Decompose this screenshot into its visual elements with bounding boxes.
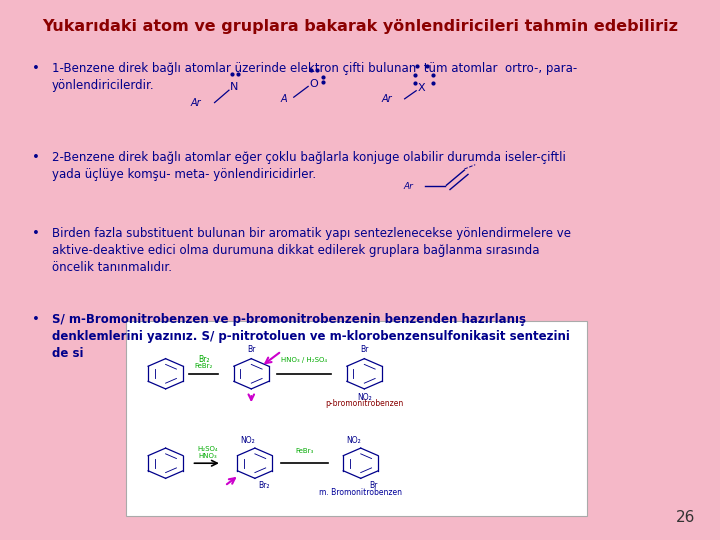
Text: Br: Br (369, 481, 378, 490)
Text: Ar: Ar (382, 94, 392, 104)
Text: O: O (310, 79, 318, 89)
Text: •: • (32, 151, 40, 164)
Text: 26: 26 (675, 510, 695, 525)
Bar (126, 321, 587, 516)
Text: •: • (32, 227, 40, 240)
Text: 2-Benzene direk bağlı atomlar eğer çoklu bağlarla konjuge olabilir durumda isele: 2-Benzene direk bağlı atomlar eğer çoklu… (52, 151, 566, 181)
Text: Br: Br (360, 346, 369, 354)
Text: A: A (281, 94, 287, 104)
Text: Birden fazla substituent bulunan bir aromatik yapı sentezlenecekse yönlendirmele: Birden fazla substituent bulunan bir aro… (52, 227, 571, 274)
Text: FeBr₃: FeBr₃ (295, 449, 313, 455)
Text: Ar: Ar (403, 182, 413, 191)
Text: S/ m-Bromonitrobenzen ve p-bromonitrobenzenin benzenden hazırlanış
denklemlerini: S/ m-Bromonitrobenzen ve p-bromonitroben… (52, 313, 570, 360)
Text: 1-Benzene direk bağlı atomlar üzerinde elektron çifti bulunan  tüm atomlar  ortr: 1-Benzene direk bağlı atomlar üzerinde e… (52, 62, 577, 92)
Text: p-bromonitrobenzen: p-bromonitrobenzen (325, 399, 403, 408)
Text: H₂SO₄: H₂SO₄ (197, 447, 217, 453)
Text: NO₂: NO₂ (357, 393, 372, 402)
Text: X: X (418, 83, 426, 93)
Text: NO₂: NO₂ (240, 436, 255, 446)
Text: •: • (32, 313, 40, 326)
Text: HNO₃: HNO₃ (198, 453, 217, 459)
Text: FeBr₂: FeBr₂ (194, 363, 213, 369)
Text: Br₂: Br₂ (258, 481, 269, 490)
Text: Yukarıdaki atom ve gruplara bakarak yönlendiricileri tahmin edebiliriz: Yukarıdaki atom ve gruplara bakarak yönl… (42, 19, 678, 34)
Text: Br₂: Br₂ (198, 355, 210, 364)
Text: •: • (32, 62, 40, 75)
Text: Br: Br (247, 346, 256, 354)
Text: Ar: Ar (191, 98, 202, 107)
Text: NO₂: NO₂ (346, 436, 361, 446)
Text: HNO₃ / H₂SO₄: HNO₃ / H₂SO₄ (281, 357, 328, 363)
Text: m. Bromonitrobenzen: m. Bromonitrobenzen (319, 488, 402, 497)
Text: N: N (230, 83, 238, 92)
